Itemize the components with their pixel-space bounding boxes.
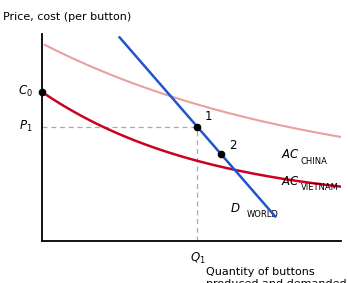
Text: $C_0$: $C_0$ <box>18 84 33 99</box>
Text: $D$: $D$ <box>230 202 241 215</box>
Text: $Q_1$: $Q_1$ <box>190 251 205 266</box>
Text: 2: 2 <box>229 139 236 152</box>
Text: Price, cost (per button): Price, cost (per button) <box>3 12 131 22</box>
Text: $AC$: $AC$ <box>281 148 300 161</box>
Text: $AC$: $AC$ <box>281 175 300 188</box>
Text: $P_1$: $P_1$ <box>19 119 33 134</box>
Text: VIETNAM: VIETNAM <box>301 183 339 192</box>
Text: Quantity of buttons
produced and demanded: Quantity of buttons produced and demande… <box>206 267 347 283</box>
Text: WORLD: WORLD <box>247 210 279 219</box>
Text: CHINA: CHINA <box>301 156 327 166</box>
Text: 1: 1 <box>205 110 212 123</box>
